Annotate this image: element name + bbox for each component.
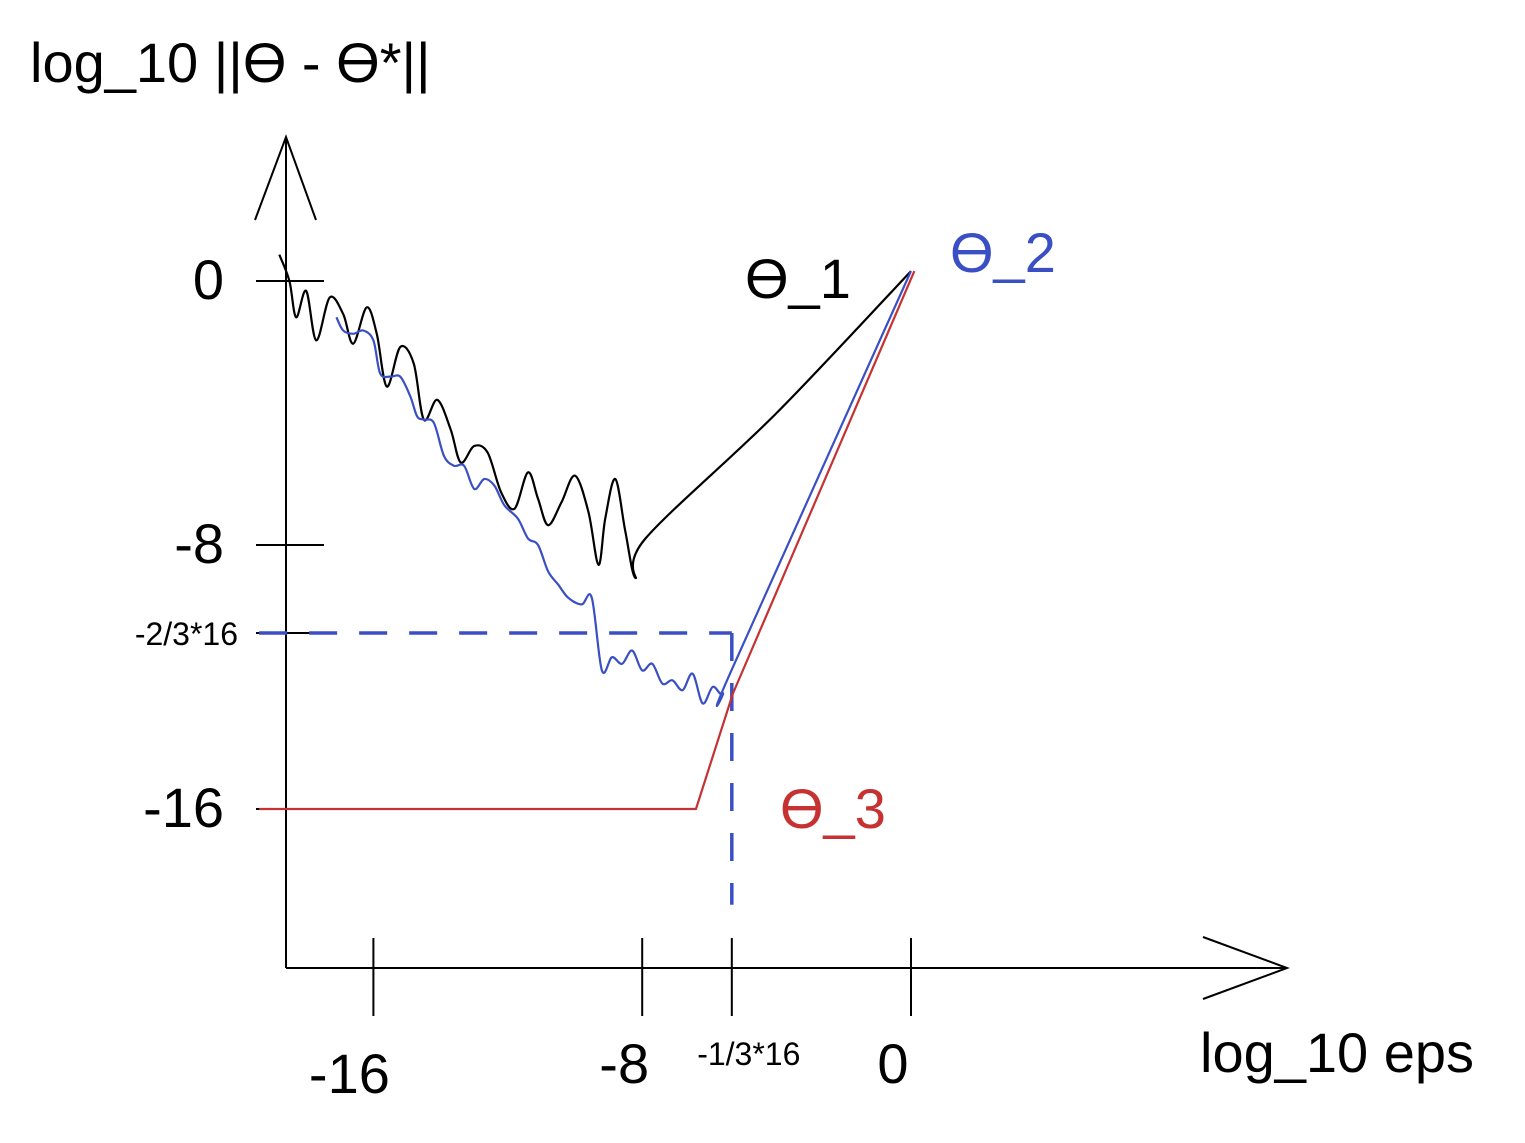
y-tick-label: -16 (143, 776, 224, 839)
series-line-1 (278, 254, 912, 580)
y-axis-label: log_10 ||ϴ - ϴ*|| (30, 31, 431, 94)
series-line-3 (259, 270, 916, 811)
x-tick-label: -16 (309, 1042, 390, 1105)
series-label-2: ϴ_2 (950, 221, 1056, 284)
y-tick-label: -2/3*16 (135, 616, 238, 652)
axes: 0 -8 -2/3*16 -16 -16 -8 -1/3*16 0 (135, 134, 1290, 1105)
x-tick-label: 0 (877, 1032, 908, 1095)
y-tick-label: 0 (193, 248, 224, 311)
x-axis-label: log_10 eps (1200, 1021, 1474, 1084)
x-axis-arrow (1202, 936, 1290, 1000)
series-label-3: ϴ_3 (780, 777, 886, 840)
annotations (259, 631, 734, 905)
series: ϴ_1 ϴ_2 ϴ_3 (259, 221, 1056, 840)
y-tick-label: -8 (174, 512, 224, 575)
y-axis-arrow (254, 134, 317, 221)
series-label-1: ϴ_1 (745, 247, 851, 310)
labels: log_10 ||ϴ - ϴ*|| log_10 eps (30, 31, 1474, 1084)
x-tick-label: -1/3*16 (697, 1036, 800, 1072)
series-line-2 (335, 270, 913, 708)
x-tick-label: -8 (599, 1032, 649, 1095)
